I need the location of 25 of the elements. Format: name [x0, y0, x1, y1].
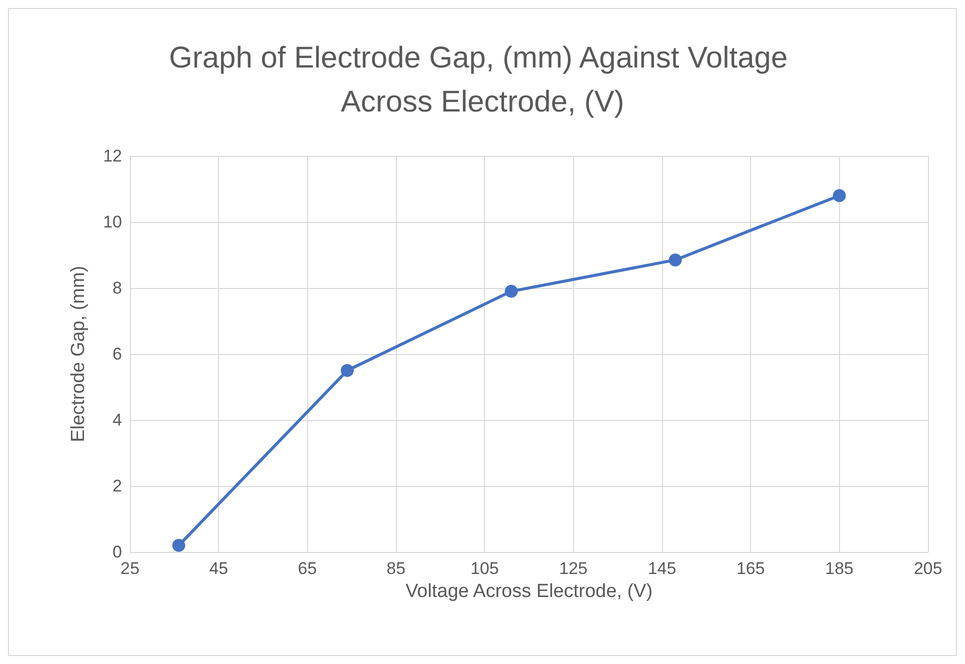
y-tick-label: 12 [103, 146, 122, 166]
point [832, 189, 846, 202]
y-tick-label: 8 [112, 278, 122, 298]
x-tick-label: 25 [120, 559, 140, 578]
y-tick-label: 6 [112, 344, 122, 364]
x-tick-label: 85 [386, 559, 406, 578]
y-tick-label: 0 [112, 542, 122, 562]
x-tick-label: 45 [209, 559, 228, 578]
point [504, 284, 518, 298]
x-tick-label: 105 [470, 559, 499, 578]
point [172, 538, 186, 552]
y-axis-title: Electrode Gap, (mm) [68, 266, 89, 442]
y-tick-label: 10 [103, 212, 122, 232]
x-tick-label: 165 [736, 559, 765, 578]
x-tick-label: 65 [298, 559, 317, 578]
x-tick-label: 185 [825, 559, 854, 578]
y-tick-label: 2 [112, 476, 122, 496]
x-tick-label: 205 [914, 559, 942, 578]
x-tick-label: 145 [648, 559, 676, 578]
x-tick-label: 125 [559, 559, 588, 578]
chart-title: Graph of Electrode Gap, (mm) Against Voltage Across Electrode, (V) [169, 42, 796, 118]
y-tick-label: 4 [112, 410, 122, 430]
x-axis-title: Voltage Across Electrode, (V) [405, 581, 653, 602]
point [340, 364, 354, 377]
point [668, 253, 682, 266]
